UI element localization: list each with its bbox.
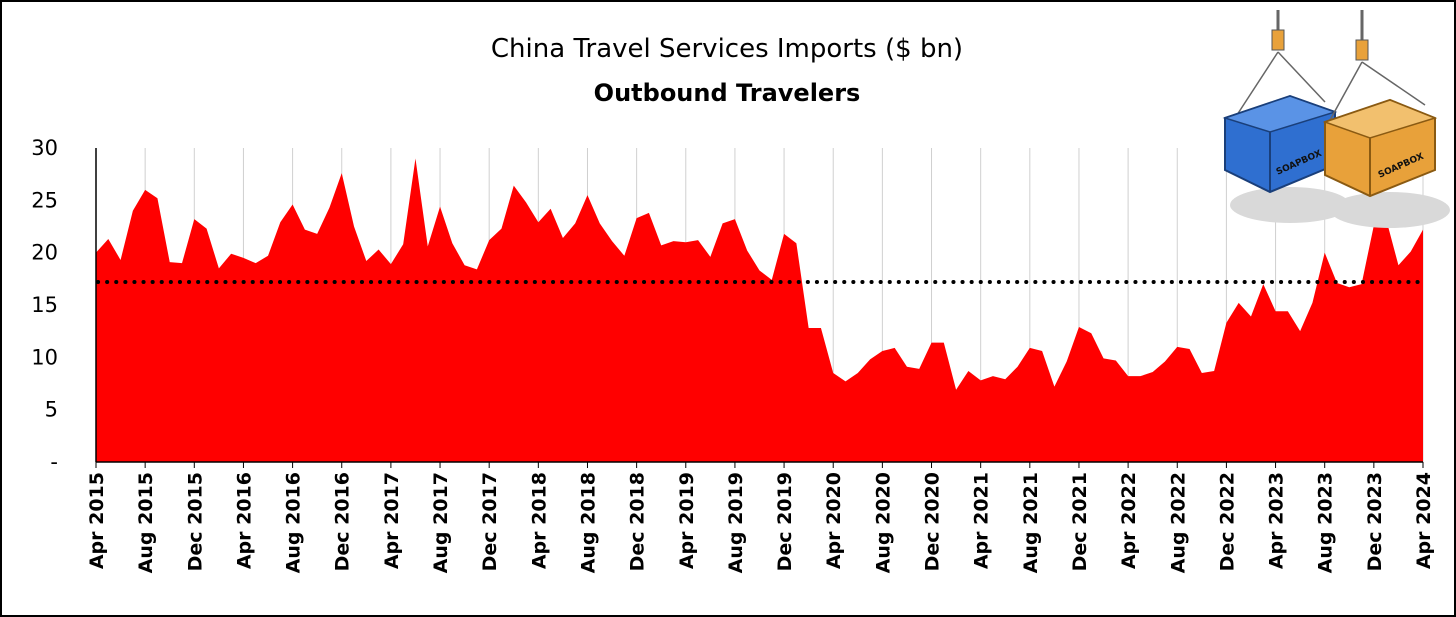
x-tick-label: Apr 2019 bbox=[676, 472, 698, 569]
y-tick-label: 15 bbox=[31, 293, 58, 317]
x-tick-label: Aug 2023 bbox=[1315, 472, 1337, 573]
x-tick-label: Apr 2017 bbox=[381, 472, 403, 569]
x-tick-label: Dec 2022 bbox=[1216, 472, 1238, 571]
x-tick-label: Apr 2021 bbox=[971, 472, 993, 569]
y-tick-label: - bbox=[50, 450, 58, 474]
chart-subtitle: Outbound Travelers bbox=[594, 79, 861, 107]
y-tick-label: 25 bbox=[31, 188, 58, 212]
x-tick-label: Apr 2022 bbox=[1118, 472, 1140, 569]
x-tick-label: Aug 2017 bbox=[430, 472, 452, 573]
area-series bbox=[96, 158, 1423, 462]
y-axis-ticks: - 5 10 15 20 25 30 bbox=[31, 136, 58, 474]
x-tick-label: Aug 2021 bbox=[1020, 472, 1042, 573]
x-tick-label: Apr 2020 bbox=[823, 472, 845, 569]
x-tick-label: Dec 2020 bbox=[922, 472, 944, 571]
x-tick-label: Dec 2021 bbox=[1069, 472, 1091, 571]
soapbox-logo: SOAPBOX SOAPBOX bbox=[1222, 10, 1450, 228]
x-tick-label: Aug 2016 bbox=[283, 472, 305, 573]
y-tick-label: 10 bbox=[31, 345, 58, 369]
x-tick-label: Apr 2023 bbox=[1266, 472, 1288, 569]
x-tick-label: Dec 2018 bbox=[627, 472, 649, 571]
axes bbox=[95, 148, 1423, 463]
x-tick-label: Aug 2020 bbox=[872, 472, 894, 573]
x-tick-label: Dec 2023 bbox=[1364, 472, 1386, 571]
x-axis-ticks: Apr 2015 Aug 2015 Dec 2015 Apr 2016 Aug 2016… bbox=[86, 462, 1435, 573]
chart-title: China Travel Services Imports ($ bn) bbox=[491, 34, 963, 64]
x-tick-label: Aug 2022 bbox=[1167, 472, 1189, 573]
y-tick-label: 20 bbox=[31, 241, 58, 265]
x-tick-label: Dec 2016 bbox=[332, 472, 354, 571]
x-tick-label: Dec 2015 bbox=[184, 472, 206, 571]
x-tick-label: Aug 2015 bbox=[135, 472, 157, 573]
x-tick-label: Dec 2017 bbox=[479, 472, 501, 571]
y-tick-label: 5 bbox=[45, 398, 58, 422]
x-tick-label: Apr 2018 bbox=[528, 472, 550, 569]
x-tick-label: Apr 2015 bbox=[86, 472, 108, 569]
x-tick-label: Aug 2019 bbox=[725, 472, 747, 573]
x-tick-label: Aug 2018 bbox=[577, 472, 599, 573]
x-tick-label: Dec 2019 bbox=[774, 472, 796, 571]
x-tick-label: Apr 2016 bbox=[233, 472, 255, 569]
area-fill bbox=[96, 158, 1423, 462]
y-tick-label: 30 bbox=[31, 136, 58, 160]
x-tick-label: Apr 2024 bbox=[1413, 472, 1435, 569]
